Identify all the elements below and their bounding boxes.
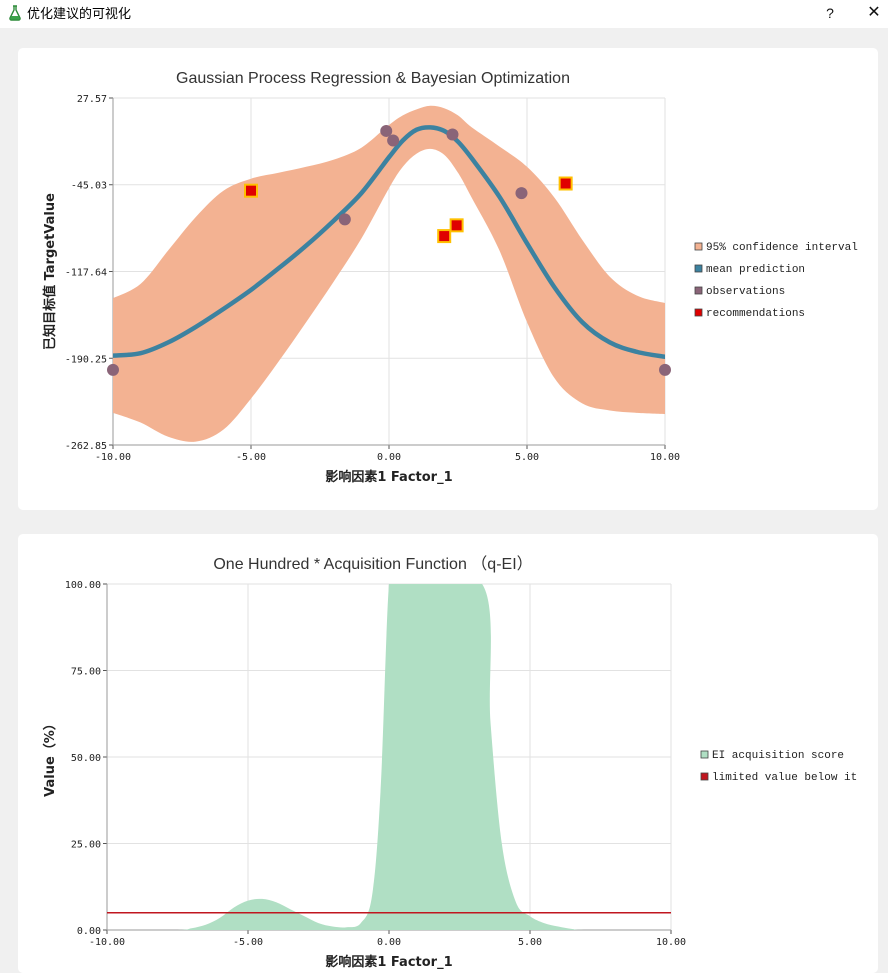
y-tick-label: 27.57 xyxy=(77,94,107,105)
x-tick-label: -10.00 xyxy=(95,452,131,463)
recommendation-point xyxy=(560,178,571,189)
x-tick-label: 0.00 xyxy=(377,452,401,463)
legend-swatch xyxy=(700,750,709,759)
observation-point xyxy=(107,363,119,376)
x-tick-label: -5.00 xyxy=(236,452,266,463)
y-tick-label: 25.00 xyxy=(71,840,101,851)
plot-area xyxy=(107,584,671,930)
observation-point xyxy=(338,213,351,226)
recommendation-point xyxy=(439,231,450,242)
legend-swatch xyxy=(694,242,703,251)
legend-label: observations xyxy=(706,286,785,298)
x-tick-label: 5.00 xyxy=(515,452,539,463)
y-axis-label: Value（%） xyxy=(42,717,58,797)
y-tick-label: -262.85 xyxy=(65,441,107,452)
recommendation-point xyxy=(451,220,462,231)
mean-prediction-line xyxy=(113,125,665,360)
title-bar: 优化建议的可视化 ? ✕ xyxy=(0,0,888,28)
gp-chart-panel: 27.57 -45.03 -117.64 -190.25 -262.85 -10.00 -5… xyxy=(18,48,878,510)
window-title: 优化建议的可视化 xyxy=(27,6,132,21)
legend-label: recommendations xyxy=(706,308,805,320)
x-tick-label: -5.00 xyxy=(233,937,263,948)
y-tick-label: -117.64 xyxy=(65,268,107,279)
legend-label: mean prediction xyxy=(706,264,805,276)
y-tick-label: 50.00 xyxy=(71,753,101,764)
y-tick-label: -45.03 xyxy=(71,181,107,192)
x-tick-label: 5.00 xyxy=(518,937,542,948)
observation-point xyxy=(659,363,671,376)
legend-swatch xyxy=(694,308,703,317)
ei-acquisition-area xyxy=(107,584,671,930)
observation-point xyxy=(387,134,400,147)
x-tick-label: 10.00 xyxy=(656,937,686,948)
flask-icon xyxy=(9,5,21,21)
legend-swatch xyxy=(694,264,703,273)
x-tick-label: 10.00 xyxy=(650,452,680,463)
y-tick-label: 0.00 xyxy=(77,926,101,937)
legend-swatch xyxy=(700,772,709,781)
legend-label: limited value below it xyxy=(712,772,857,784)
gp-regression-chart: 27.57 -45.03 -117.64 -190.25 -262.85-10.00 -5… xyxy=(42,70,858,485)
acquisition-chart-panel: 100.00 75.00 50.00 25.00 0.00 -10.00 -5.00 0.00… xyxy=(18,534,878,973)
y-tick-label: 100.00 xyxy=(65,580,101,591)
observation-point xyxy=(446,128,459,141)
chart-title: Gaussian Process Regression & Bayesian O… xyxy=(176,70,570,87)
chart-title: One Hundred * Acquisition Function （q-EI… xyxy=(213,555,532,573)
y-axis-label: 已知目标值 TargetValue xyxy=(42,193,58,350)
close-button[interactable]: ✕ xyxy=(867,4,881,21)
legend-label: EI acquisition score xyxy=(712,750,844,762)
legend-swatch xyxy=(694,286,703,295)
x-axis-label: 影响因素1 Factor_1 xyxy=(325,954,452,970)
y-tick-label: 75.00 xyxy=(71,667,101,678)
help-button[interactable]: ? xyxy=(826,5,834,21)
recommendation-point xyxy=(246,185,256,196)
y-tick-label: -190.25 xyxy=(65,354,107,365)
x-tick-label: -10.00 xyxy=(89,937,125,948)
x-tick-label: 0.00 xyxy=(377,937,401,948)
observation-point xyxy=(515,187,528,200)
x-axis-label: 影响因素1 Factor_1 xyxy=(325,469,452,485)
legend-label: 95% confidence interval xyxy=(706,242,858,254)
observation-point xyxy=(380,124,393,137)
